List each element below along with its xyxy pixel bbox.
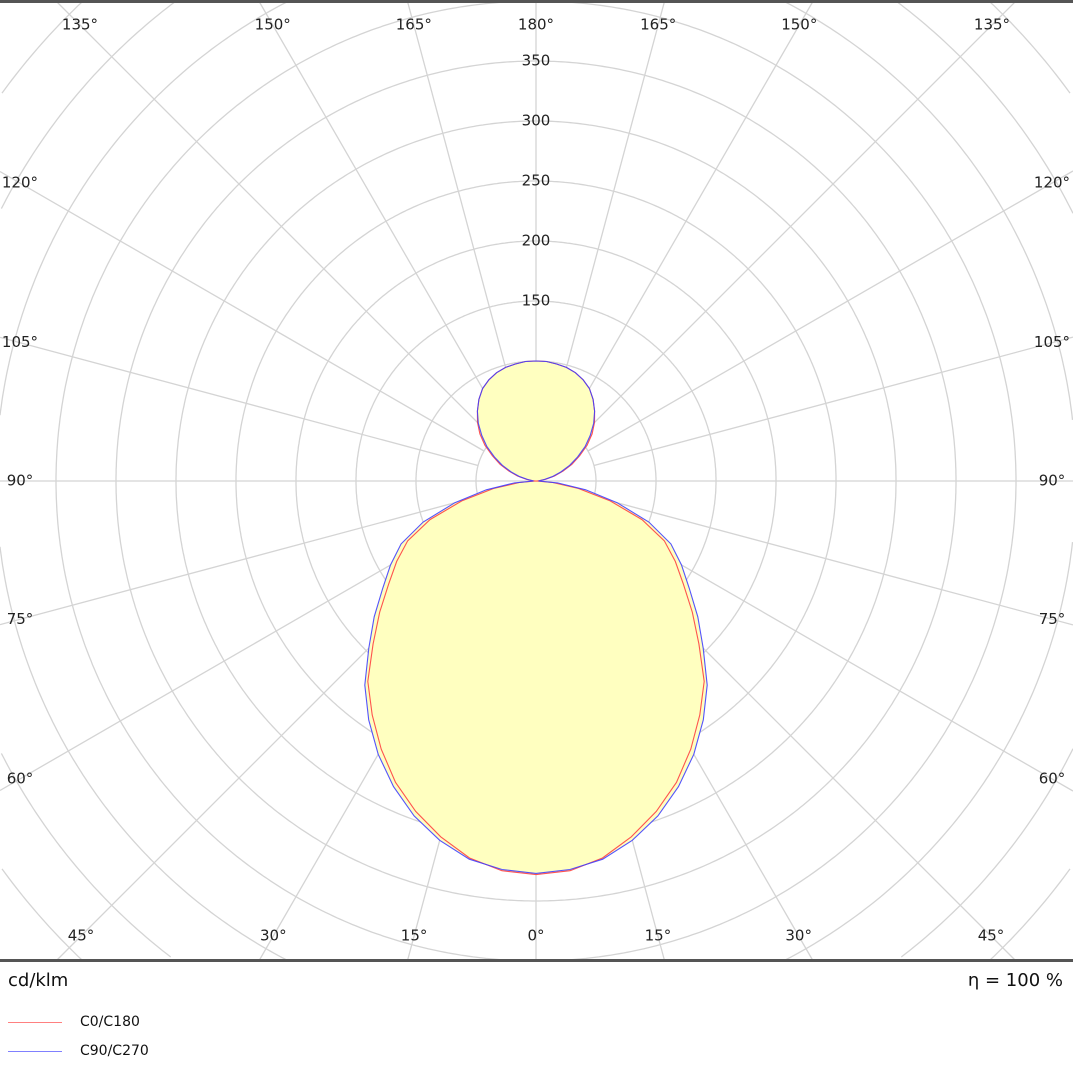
- angle-label: 60°: [7, 769, 34, 787]
- grid-spoke: [257, 0, 507, 430]
- angle-label: 165°: [640, 16, 676, 34]
- angle-label: 150°: [781, 16, 817, 34]
- legend-swatch: [8, 1021, 62, 1023]
- angle-label: 120°: [2, 174, 38, 192]
- angle-label: 165°: [396, 16, 432, 34]
- axis-labels: 150 200 250 300 350 135° 150° 165° 180° 165° 150° 1…: [2, 16, 1070, 945]
- angle-label: 0°: [527, 927, 544, 945]
- grid-ring: [1, 1, 1071, 961]
- angle-label: 135°: [974, 16, 1010, 34]
- grid-ring: [0, 1, 1073, 958]
- angle-label: 105°: [2, 333, 38, 351]
- grid-spoke: [550, 0, 666, 424]
- angle-label: 90°: [7, 472, 34, 490]
- grid-ring: [0, 1, 1073, 961]
- radial-tick-label: 300: [522, 112, 551, 130]
- angle-label: 105°: [1034, 333, 1070, 351]
- grid-spoke: [54, 0, 495, 440]
- grid-spoke: [587, 170, 1073, 452]
- grid-spoke: [0, 336, 479, 467]
- angle-label: 60°: [1039, 769, 1066, 787]
- grid-spoke: [406, 0, 522, 424]
- grid-spoke: [0, 170, 485, 452]
- radial-tick-label: 150: [522, 292, 551, 310]
- distribution-fill: [364, 361, 708, 875]
- angle-label: 75°: [1039, 610, 1066, 628]
- grid-spoke: [0, 495, 479, 626]
- distribution-curves: [364, 360, 708, 876]
- series-line-c90-c270: [364, 360, 708, 874]
- angle-label: 120°: [1034, 174, 1070, 192]
- unit-label: cd/klm: [8, 970, 69, 991]
- grid-spoke: [577, 0, 1018, 440]
- angle-label: 30°: [260, 927, 287, 945]
- radial-tick-label: 200: [522, 232, 551, 250]
- grid: [0, 0, 1073, 961]
- angle-label: 75°: [7, 610, 34, 628]
- angle-label: 135°: [62, 16, 98, 34]
- angle-label: 15°: [645, 927, 672, 945]
- angle-label: 180°: [518, 16, 554, 34]
- polar-diagram: 150 200 250 300 350 135° 150° 165° 180° 165° 150° 1…: [0, 0, 1073, 962]
- grid-spoke: [565, 0, 815, 430]
- radial-tick-label: 350: [522, 52, 551, 70]
- efficiency-label: η = 100 %: [967, 970, 1063, 991]
- legend-item-c90-c270: C90/C270: [8, 1043, 149, 1059]
- angle-label: 45°: [68, 927, 95, 945]
- legend-item-c0-c180: C0/C180: [8, 1014, 140, 1030]
- grid-ring: [55, 0, 1017, 961]
- legend-label: C90/C270: [80, 1043, 149, 1059]
- angle-label: 15°: [401, 927, 428, 945]
- grid-spoke: [593, 336, 1073, 467]
- fill-area: [364, 361, 708, 874]
- legend-label: C0/C180: [80, 1014, 140, 1030]
- angle-label: 90°: [1039, 472, 1066, 490]
- legend-swatch: [8, 1050, 62, 1052]
- angle-label: 30°: [785, 927, 812, 945]
- angle-label: 150°: [255, 16, 291, 34]
- angle-label: 45°: [978, 927, 1005, 945]
- grid-spoke: [593, 495, 1073, 626]
- radial-tick-label: 250: [522, 172, 551, 190]
